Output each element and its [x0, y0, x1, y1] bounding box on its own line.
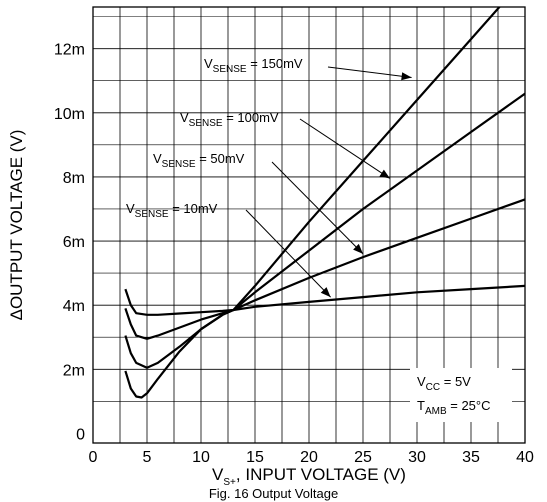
- series-line: [124, 7, 501, 316]
- y-tick-label: 2m: [63, 362, 85, 379]
- x-tick-label: 0: [89, 449, 98, 466]
- conditions-box: [410, 368, 512, 422]
- x-tick-label: 25: [354, 449, 372, 466]
- x-tick-label: 10: [192, 449, 210, 466]
- series-line: [124, 92, 525, 340]
- x-tick-label: 35: [462, 449, 480, 466]
- figure-caption: Fig. 16 Output Voltage: [208, 486, 339, 501]
- x-tick-label: 20: [300, 449, 318, 466]
- grid: [93, 7, 525, 443]
- series-label-arrow-line: [271, 161, 364, 255]
- series-label-arrowhead: [353, 243, 363, 254]
- x-tick-label: 30: [408, 449, 426, 466]
- y-tick-label: 10m: [54, 106, 85, 123]
- series-label-arrow-line: [299, 118, 391, 179]
- plot-frame: [92, 6, 526, 444]
- series-label-arrowhead: [320, 287, 331, 298]
- series-group: [124, 7, 525, 399]
- series-label: VSENSE = 50mV: [153, 151, 245, 170]
- x-axis-label: VS+, INPUT VOLTAGE (V): [212, 465, 406, 488]
- x-tick-label: 5: [143, 449, 152, 466]
- series-label-arrow-line: [245, 209, 331, 298]
- series-label: VSENSE = 150mV: [204, 56, 303, 75]
- series-label: VSENSE = 10mV: [126, 201, 218, 220]
- y-tick-label: 8m: [63, 170, 85, 187]
- y-tick-label: 0: [76, 426, 85, 443]
- tick-labels: 0 5 10 15 20 25 30 35 40 0 2m 4m 6m 8m 10m 12m: [54, 42, 534, 466]
- y-tick-label: 12m: [54, 42, 85, 59]
- series-label-arrowhead: [379, 169, 390, 179]
- condition-vcc: VCC = 5V: [417, 374, 471, 393]
- y-axis-label: ΔOUTPUT VOLTAGE (V): [7, 130, 26, 321]
- series-label: VSENSE = 100mV: [180, 110, 279, 129]
- condition-tamb: TAMB = 25°C: [417, 398, 491, 417]
- x-tick-label: 40: [516, 449, 534, 466]
- series-line: [124, 284, 525, 399]
- x-tick-label: 15: [246, 449, 264, 466]
- y-tick-label: 6m: [63, 234, 85, 251]
- y-tick-label: 4m: [63, 298, 85, 315]
- series-annotations: VSENSE = 150mV VSENSE = 100mV VSENSE = 50m…: [126, 56, 412, 298]
- series-label-arrow-line: [327, 66, 412, 79]
- series-label-arrowhead: [401, 72, 412, 81]
